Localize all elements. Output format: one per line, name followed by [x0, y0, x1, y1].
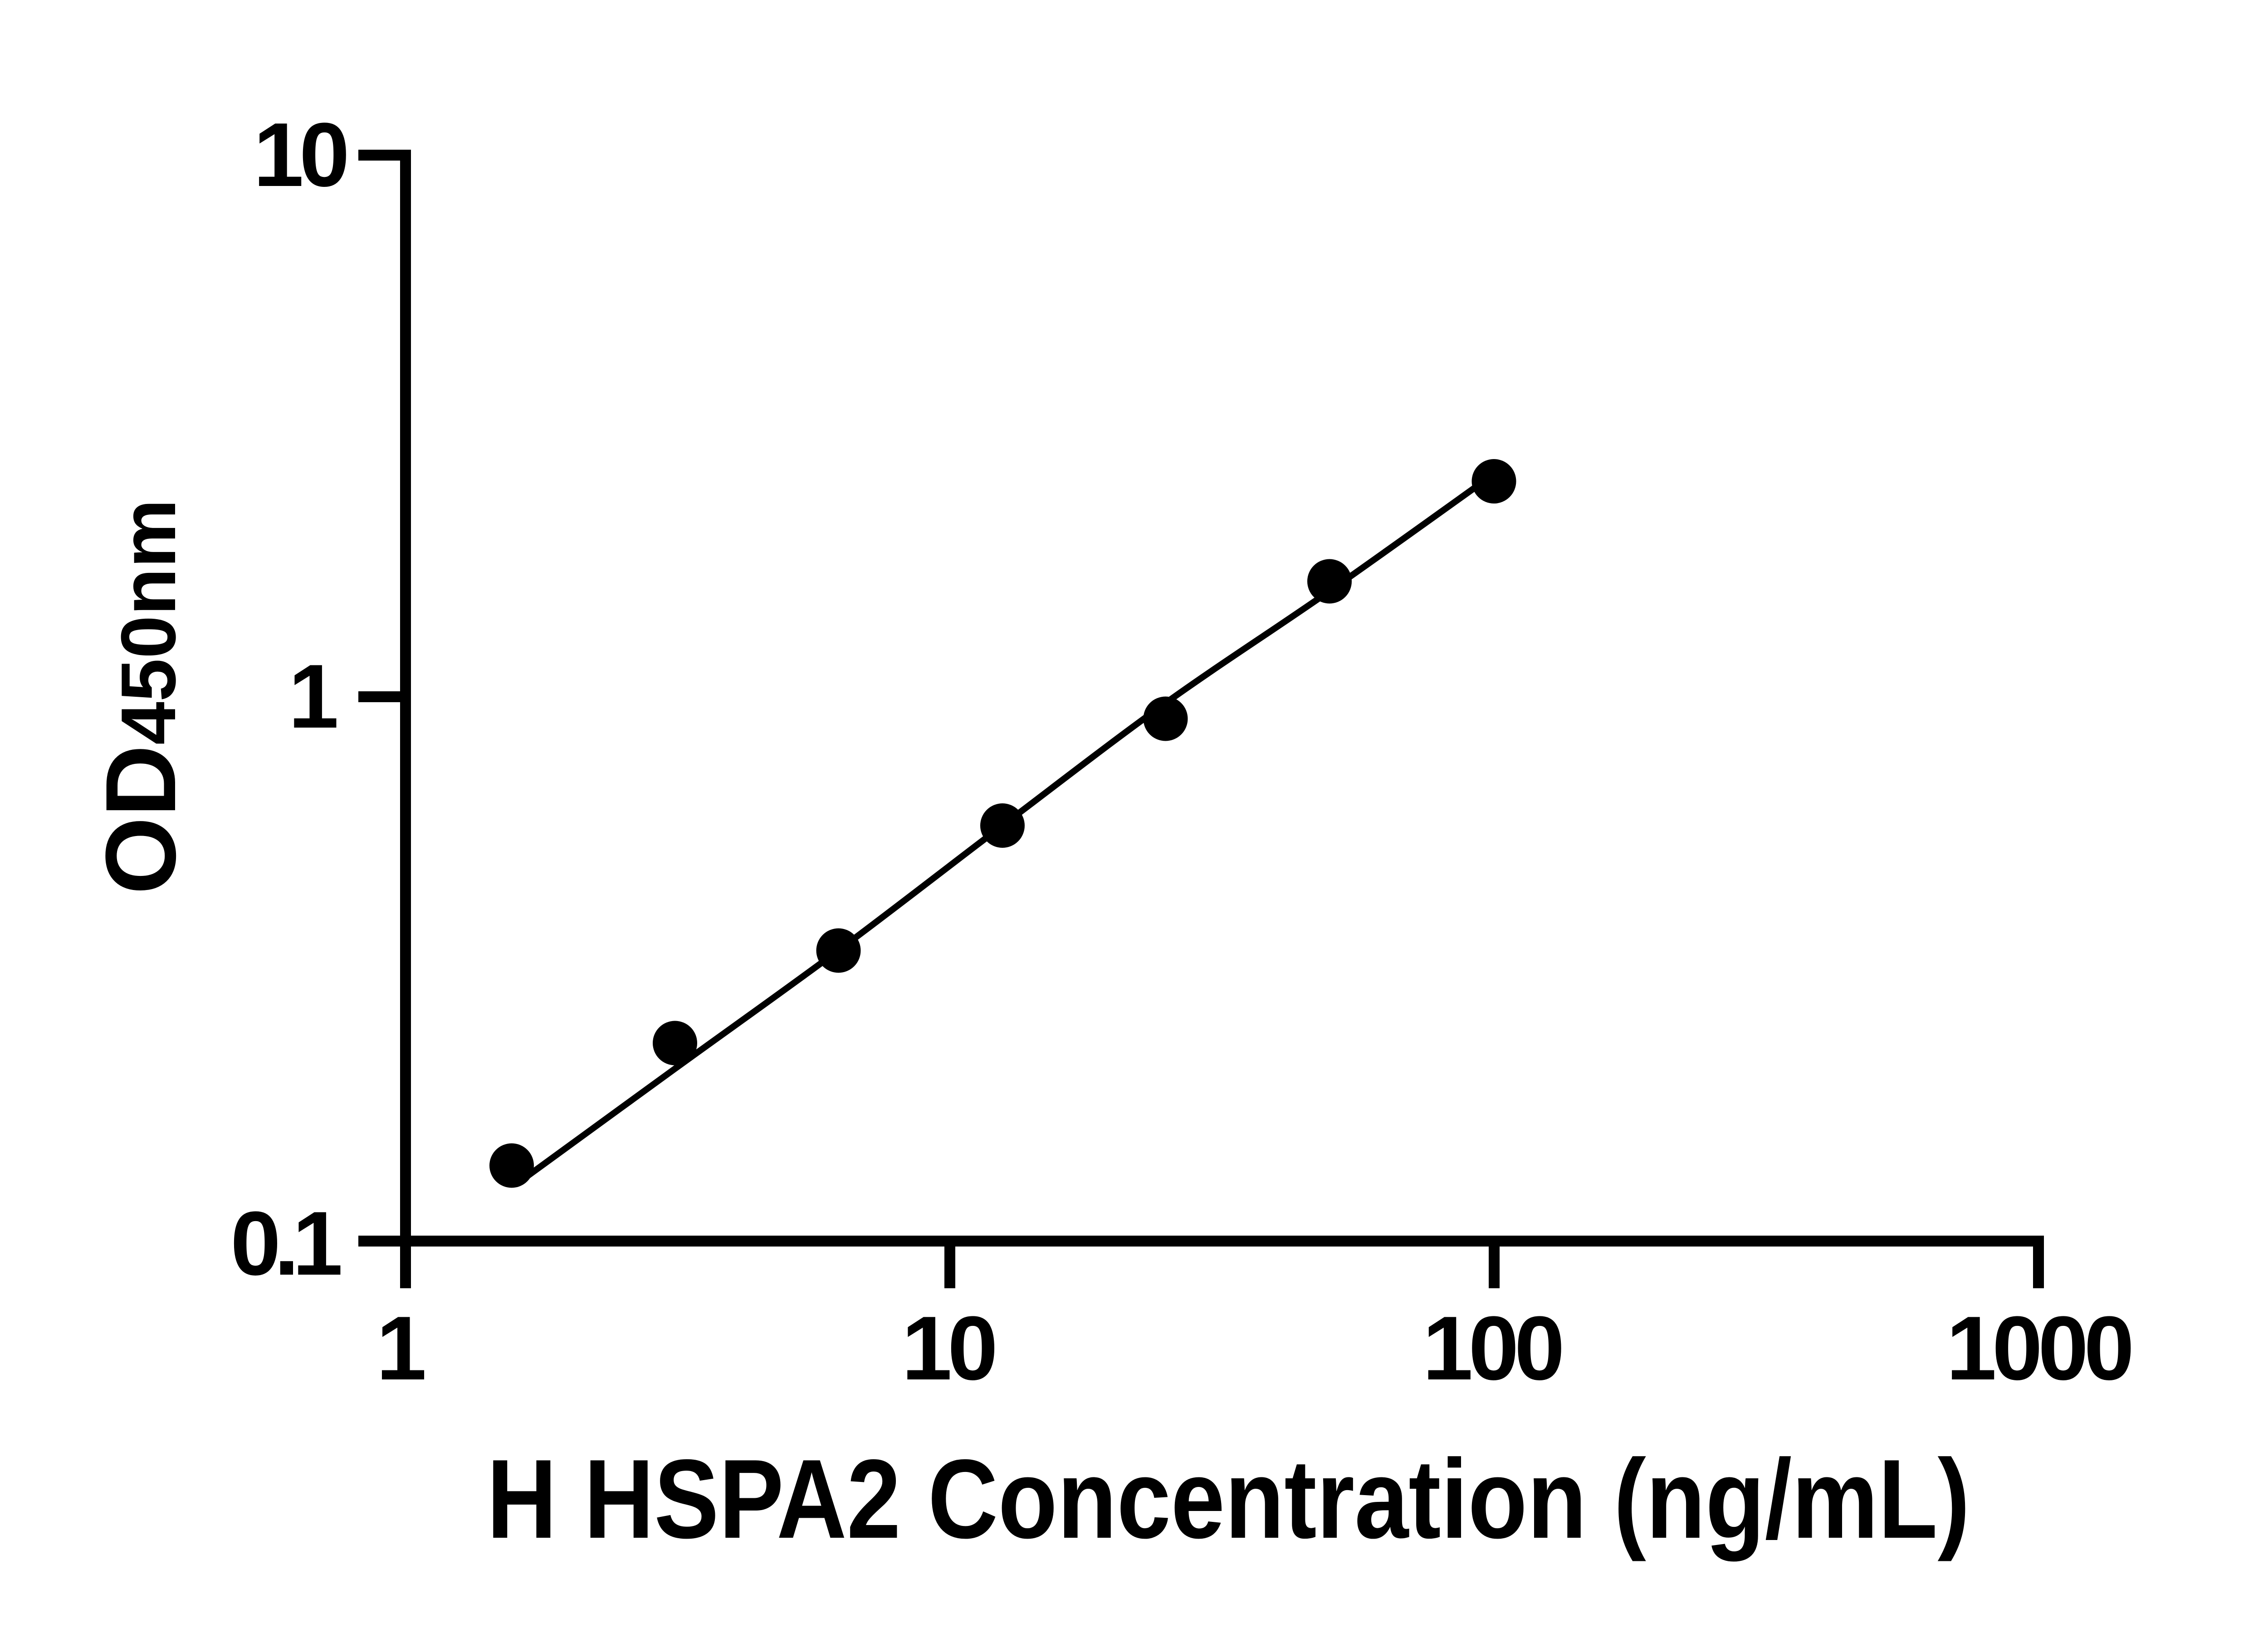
svg-text:10: 10	[254, 104, 347, 205]
svg-text:100: 100	[1422, 1298, 1561, 1399]
svg-text:OD450nm: OD450nm	[85, 499, 196, 895]
svg-text:10: 10	[902, 1298, 995, 1399]
svg-text:H HSPA2 Concentration (ng/mL): H HSPA2 Concentration (ng/mL)	[487, 1436, 1970, 1562]
svg-text:1: 1	[288, 646, 337, 747]
svg-text:0.1: 0.1	[230, 1193, 341, 1294]
svg-text:1: 1	[376, 1298, 424, 1399]
svg-text:1000: 1000	[1946, 1298, 2131, 1399]
